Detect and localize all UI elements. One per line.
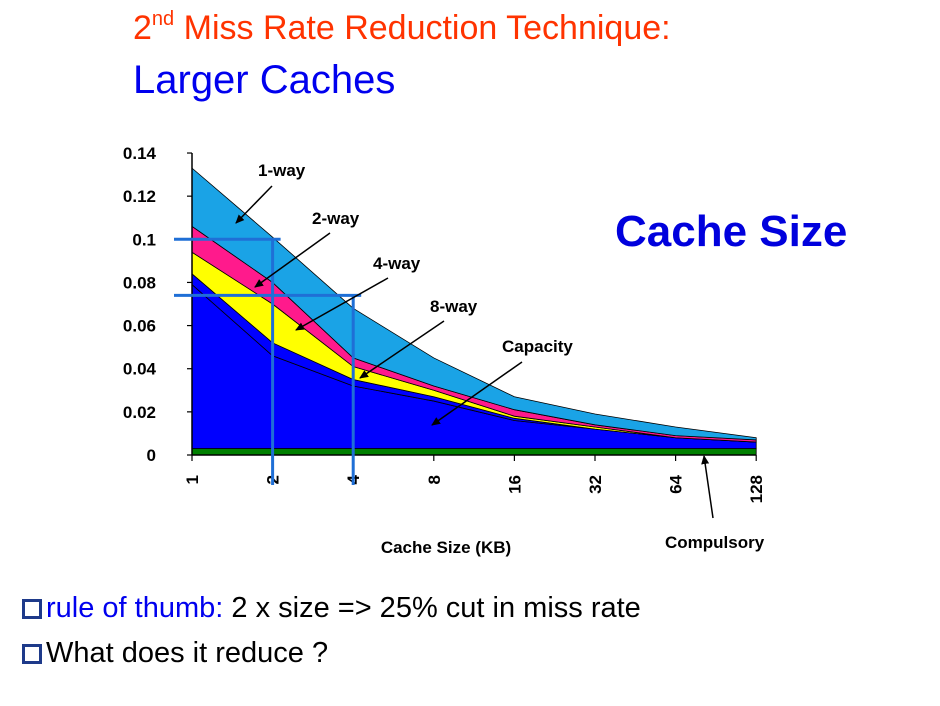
y-tick-label: 0 <box>147 446 156 465</box>
annotation-label: 8-way <box>430 297 478 316</box>
x-tick-label: 1 <box>183 475 202 484</box>
annotation-arrow <box>235 185 273 224</box>
y-tick-label: 0.06 <box>123 317 156 336</box>
annotation-arrow <box>254 232 331 288</box>
y-tick-label: 0.02 <box>123 403 156 422</box>
cache-size-label: Cache Size <box>615 207 848 256</box>
checkbox-bullet-icon <box>22 599 42 619</box>
area-compulsory <box>191 448 757 456</box>
title-superscript: nd <box>151 8 175 30</box>
y-tick-label: 0.04 <box>123 360 157 379</box>
x-tick-label: 64 <box>667 474 686 493</box>
area-series-group <box>191 167 757 456</box>
bullet-text: What does it reduce ? <box>46 637 329 669</box>
bullet-item-1: rule of thumb: 2 x size => 25% cut in mi… <box>22 592 641 637</box>
bullet-text: 2 x size => 25% cut in miss rate <box>223 592 641 624</box>
annotation-arrow <box>359 320 445 379</box>
annotation-arrow <box>431 361 523 426</box>
x-axis-label: Cache Size (KB) <box>381 538 511 557</box>
bullet-item-2: What does it reduce ? <box>22 637 641 682</box>
y-tick-label: 0.12 <box>123 187 156 206</box>
checkbox-bullet-icon <box>22 644 42 664</box>
x-tick-label: 16 <box>505 475 524 494</box>
annotation-arrow <box>701 455 714 519</box>
annotation-arrow <box>295 277 389 331</box>
x-tick-label: 8 <box>425 475 444 484</box>
annotation-label: 2-way <box>312 209 360 228</box>
bullet-list: rule of thumb: 2 x size => 25% cut in mi… <box>22 592 641 682</box>
title-rest: Miss Rate Reduction Technique: <box>174 9 671 47</box>
title-prefix: 2 <box>133 9 152 47</box>
annotation-label: 1-way <box>258 161 306 180</box>
area-1-way <box>191 167 757 441</box>
bullet-highlight: rule of thumb: <box>46 592 224 624</box>
annotation-label: Compulsory <box>665 533 765 552</box>
x-tick-label: 32 <box>586 475 605 494</box>
y-tick-label: 0.14 <box>123 144 157 163</box>
y-tick-label: 0.08 <box>123 273 156 292</box>
slide-subtitle: Larger Caches <box>133 58 396 102</box>
y-tick-label: 0.1 <box>132 230 156 249</box>
annotation-label: 4-way <box>373 254 421 273</box>
x-tick-label: 128 <box>747 475 766 503</box>
annotation-label: Capacity <box>502 337 573 356</box>
slide-title: 2nd Miss Rate Reduction Technique: <box>133 8 671 48</box>
